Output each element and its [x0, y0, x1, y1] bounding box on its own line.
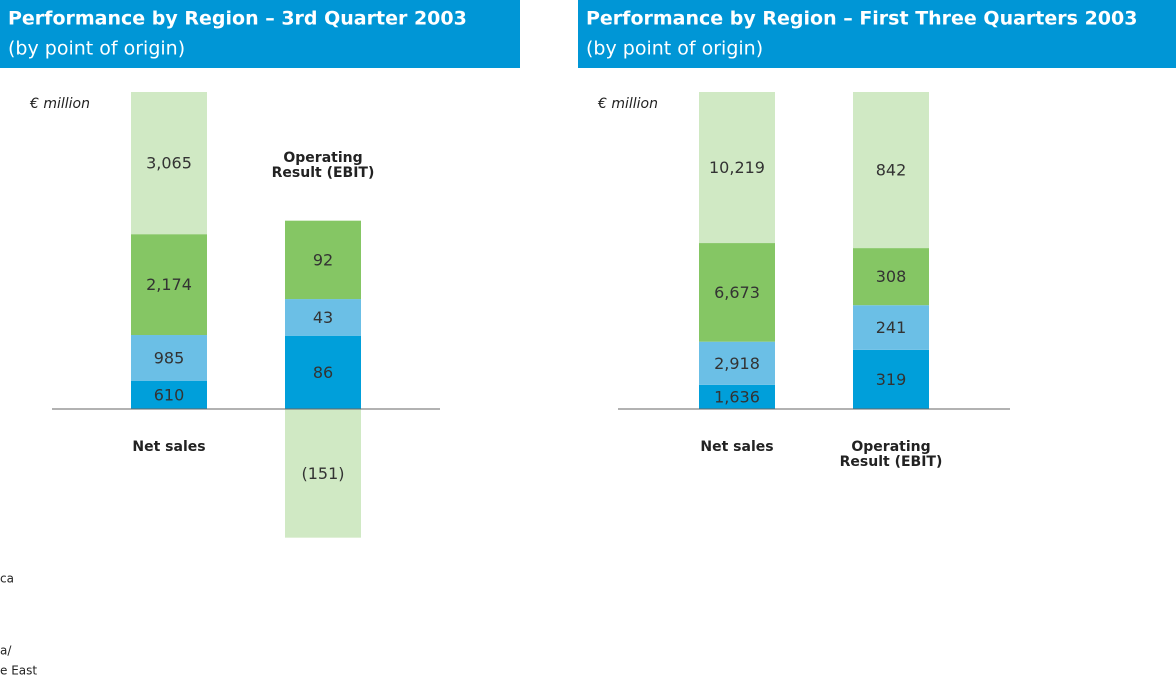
value-label: 985: [154, 348, 185, 367]
header-band: [578, 0, 1176, 68]
bar-segment: [853, 248, 929, 306]
category-label: Operating Result (EBIT): [271, 150, 375, 181]
category-label: Operating Result (EBIT): [839, 440, 943, 470]
bar-segment: [131, 335, 207, 381]
category-label-box: Operating Result (EBIT): [839, 440, 943, 470]
bar-segment: [853, 92, 929, 249]
category-label-box: Operating Result (EBIT): [271, 150, 375, 181]
chart-subtitle: (by point of origin): [586, 38, 763, 60]
bar-segment: [853, 349, 929, 409]
value-label: 2,918: [714, 354, 760, 373]
legend-fragment: e East: [0, 664, 37, 678]
bar-segment: [285, 220, 361, 300]
bar-segment: [131, 92, 207, 235]
bar-segment: [131, 234, 207, 336]
value-label: 43: [313, 308, 333, 327]
bar-segment: [699, 243, 775, 342]
value-label: 842: [876, 161, 907, 180]
bar-segment: [285, 299, 361, 336]
bar-segment: [699, 341, 775, 385]
unit-label: € million: [29, 96, 90, 112]
value-label: 6,673: [714, 283, 760, 302]
value-label: 610: [154, 385, 185, 404]
category-label-box: Net sales: [700, 440, 774, 455]
bar-segment: [285, 409, 361, 538]
legend-fragment: a/: [0, 644, 12, 658]
unit-label: € million: [597, 96, 658, 112]
value-label: 241: [876, 318, 907, 337]
bar-segment: [853, 305, 929, 350]
bar-segment: [699, 92, 775, 244]
value-label: 3,065: [146, 154, 192, 173]
bar-segment: [699, 384, 775, 409]
value-label: (151): [301, 464, 344, 483]
value-label: 10,219: [709, 158, 765, 177]
chart-subtitle: (by point of origin): [8, 38, 185, 60]
value-label: 86: [313, 363, 333, 382]
category-label: Net sales: [700, 440, 774, 455]
category-label: Net sales: [132, 440, 206, 455]
value-label: 92: [313, 250, 333, 269]
bar-segment: [285, 335, 361, 409]
value-label: 319: [876, 370, 907, 389]
chart-title: Performance by Region – 3rd Quarter 2003: [8, 8, 467, 30]
value-label: 308: [876, 267, 907, 286]
chart-title: Performance by Region – First Three Quar…: [586, 8, 1137, 30]
bar-segment: [131, 380, 207, 409]
header-band: [0, 0, 520, 68]
value-label: 2,174: [146, 275, 192, 294]
value-label: 1,636: [714, 387, 760, 406]
category-label-box: Net sales: [132, 440, 206, 455]
legend-fragment: ca: [0, 572, 14, 586]
